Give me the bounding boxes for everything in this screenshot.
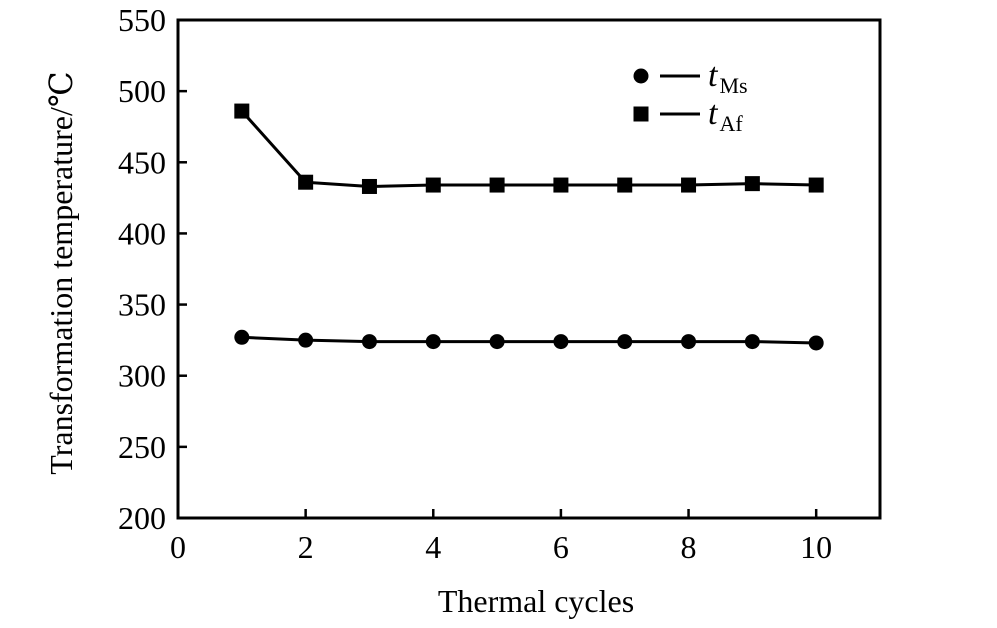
series-t-ms bbox=[234, 329, 824, 351]
legend-square-marker bbox=[633, 106, 649, 122]
series-line bbox=[241, 335, 817, 345]
data-point-square bbox=[744, 176, 760, 192]
data-point-square bbox=[298, 174, 314, 190]
legend-circle-marker bbox=[633, 68, 649, 84]
x-tick-label: 0 bbox=[170, 529, 186, 565]
series-t-af bbox=[234, 103, 824, 194]
data-point-square bbox=[489, 177, 505, 193]
data-point-square bbox=[617, 177, 633, 193]
data-point-square bbox=[425, 177, 441, 193]
y-tick-label: 450 bbox=[118, 144, 166, 180]
y-tick-label: 550 bbox=[118, 2, 166, 38]
data-point-square bbox=[361, 178, 377, 194]
x-tick-label: 6 bbox=[553, 529, 569, 565]
y-tick-label: 300 bbox=[118, 358, 166, 394]
plot-frame bbox=[176, 18, 882, 520]
data-point-circle bbox=[617, 334, 633, 350]
x-tick-label: 4 bbox=[425, 529, 441, 565]
y-axis-title: Transformation temperature/℃ bbox=[43, 71, 79, 474]
y-tick-label: 400 bbox=[118, 215, 166, 251]
legend-label-subscript: Af bbox=[719, 111, 743, 136]
data-point-circle bbox=[234, 329, 250, 345]
tick-group: 0 2 4 6 8 10 200 250 300 350 400 450 500 550 bbox=[118, 2, 832, 565]
plot-frame-group bbox=[176, 18, 882, 520]
series-group bbox=[234, 103, 824, 351]
data-point-square bbox=[553, 177, 569, 193]
data-point-circle bbox=[361, 334, 377, 350]
data-point-square bbox=[234, 103, 250, 119]
x-tick-label: 10 bbox=[800, 529, 832, 565]
data-point-square bbox=[681, 177, 697, 193]
y-tick-label: 250 bbox=[118, 429, 166, 465]
x-tick-label: 8 bbox=[681, 529, 697, 565]
data-point-circle bbox=[489, 334, 505, 350]
y-tick-label: 500 bbox=[118, 73, 166, 109]
data-point-circle bbox=[553, 334, 569, 350]
data-point-square bbox=[808, 177, 824, 193]
series-line bbox=[240, 110, 817, 188]
x-axis-title: Thermal cycles bbox=[438, 583, 634, 619]
data-point-circle bbox=[298, 332, 314, 348]
x-tick-label: 2 bbox=[298, 529, 314, 565]
data-point-circle bbox=[425, 334, 441, 350]
data-point-circle bbox=[808, 335, 824, 351]
data-point-circle bbox=[744, 334, 760, 350]
data-point-circle bbox=[681, 334, 697, 350]
y-tick-label: 350 bbox=[118, 287, 166, 323]
y-tick-label: 200 bbox=[118, 500, 166, 536]
legend-label-subscript: Ms bbox=[719, 73, 747, 98]
